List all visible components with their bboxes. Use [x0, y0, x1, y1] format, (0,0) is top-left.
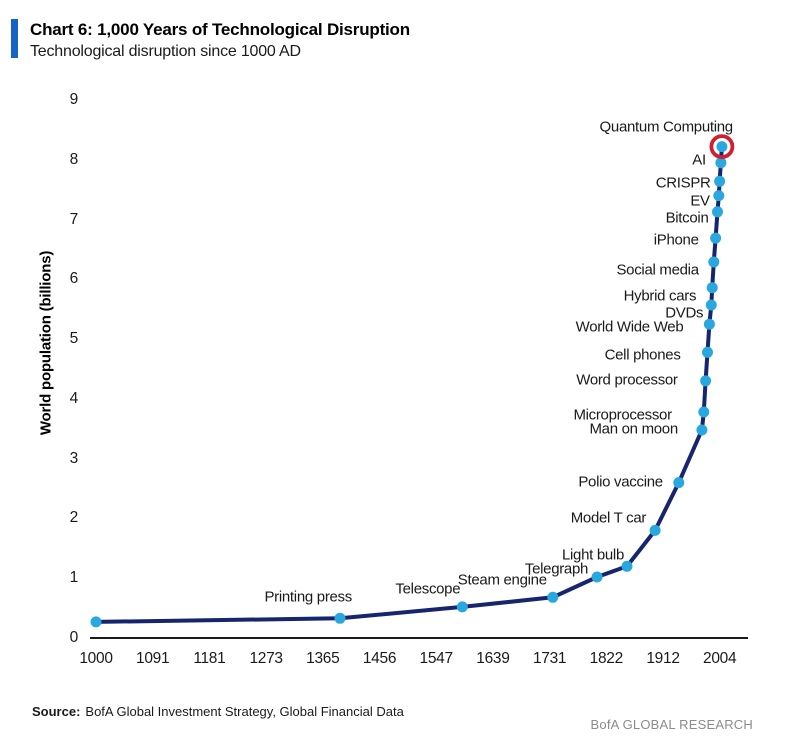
x-tick-label-1091: 1091	[136, 650, 170, 667]
data-point-crispr	[714, 175, 726, 187]
milestone-label-model-t-car: Model T car	[570, 509, 647, 527]
x-tick-label-1639: 1639	[476, 650, 510, 667]
data-point-light-bulb	[621, 560, 633, 572]
data-point-telescope	[456, 601, 468, 613]
chart-header: Chart 6: 1,000 Years of Technological Di…	[30, 20, 410, 61]
data-point-dvds	[705, 299, 717, 311]
y-tick-label-6: 6	[69, 270, 79, 288]
x-tick-label-1365: 1365	[306, 650, 340, 667]
milestone-label-printing-press: Printing press	[264, 588, 352, 606]
milestone-label-crispr: CRISPR	[655, 174, 711, 192]
data-point-telegraph	[591, 571, 603, 583]
x-tick-label-1456: 1456	[362, 650, 397, 667]
milestone-label-hybrid-cars: Hybrid cars	[623, 287, 697, 305]
chart-title: Chart 6: 1,000 Years of Technological Di…	[30, 20, 410, 39]
y-tick-label-1: 1	[69, 569, 79, 587]
y-tick-label-4: 4	[69, 389, 79, 407]
data-point-bitcoin	[712, 206, 723, 218]
x-tick-label-1000: 1000	[79, 650, 113, 667]
data-point-word-processor	[700, 375, 712, 387]
data-point-social-media	[708, 256, 720, 268]
milestone-label-dvds: DVDs	[665, 304, 704, 322]
data-point-microprocessor	[698, 406, 710, 418]
title-accent-bar	[11, 19, 18, 58]
population-line	[94, 144, 724, 624]
x-tick-label-1181: 1181	[193, 650, 226, 667]
source-line: Source: BofA Global Investment Strategy, …	[32, 704, 404, 719]
x-tick-label-1912: 1912	[646, 650, 680, 667]
brand-mark: BofA GLOBAL RESEARCH	[590, 717, 753, 732]
data-point-steam-engine	[547, 591, 559, 603]
milestone-label-steam-engine: Steam engine	[457, 571, 547, 589]
y-tick-label-9: 9	[69, 90, 79, 108]
data-point-cell-phones	[702, 346, 713, 358]
source-text: BofA Global Investment Strategy, Global …	[85, 704, 404, 719]
x-tick-label-1731: 1731	[532, 650, 567, 667]
y-tick-label-8: 8	[69, 150, 79, 168]
data-point-ev	[713, 190, 725, 202]
milestone-label-microprocessor: Microprocessor	[573, 406, 672, 424]
milestone-label-polio-vaccine: Polio vaccine	[578, 473, 663, 491]
y-tick-label-0: 0	[69, 629, 79, 646]
x-tick-label-1822: 1822	[589, 650, 624, 667]
x-tick-label-1273: 1273	[249, 650, 283, 667]
milestone-label-telegraph: Telegraph	[524, 560, 589, 578]
milestone-label-cell-phones: Cell phones	[604, 346, 681, 364]
y-tick-label-3: 3	[69, 449, 79, 467]
data-point-ai	[715, 157, 727, 169]
y-tick-label-7: 7	[69, 210, 79, 228]
milestone-label-light-bulb: Light bulb	[561, 546, 625, 564]
data-point-world-wide-web	[703, 318, 715, 330]
data-point-start	[90, 616, 102, 628]
milestone-label-word-processor: Word processor	[576, 371, 678, 389]
x-tick-label-1547: 1547	[419, 650, 454, 667]
milestone-label-social-media: Social media	[616, 261, 699, 279]
milestone-label-telescope: Telescope	[395, 580, 461, 598]
milestone-label-man-on-moon: Man on moon	[589, 420, 678, 438]
milestone-label-world-wide-web: World Wide Web	[575, 318, 684, 336]
milestone-label-ev: EV	[690, 192, 710, 210]
y-tick-label-2: 2	[69, 509, 79, 527]
highlight-ring-quantum-computing	[709, 134, 735, 160]
milestone-label-quantum-computing: Quantum Computing	[599, 118, 734, 136]
data-point-quantum-computing	[716, 141, 728, 153]
milestone-label-ai: AI	[692, 151, 706, 169]
y-tick-label-5: 5	[69, 330, 79, 348]
data-point-hybrid-cars	[706, 282, 718, 294]
data-point-model-t-car	[649, 524, 661, 536]
milestone-label-bitcoin: Bitcoin	[665, 209, 709, 227]
chart-subtitle: Technological disruption since 1000 AD	[30, 43, 301, 60]
source-label: Source:	[32, 704, 81, 719]
milestone-label-iphone: iPhone	[653, 231, 699, 249]
data-point-iphone	[710, 232, 722, 244]
data-point-man-on-moon	[696, 424, 708, 436]
data-point-polio-vaccine	[673, 477, 685, 489]
data-point-printing-press	[334, 612, 346, 624]
x-tick-label-2004: 2004	[703, 650, 737, 667]
